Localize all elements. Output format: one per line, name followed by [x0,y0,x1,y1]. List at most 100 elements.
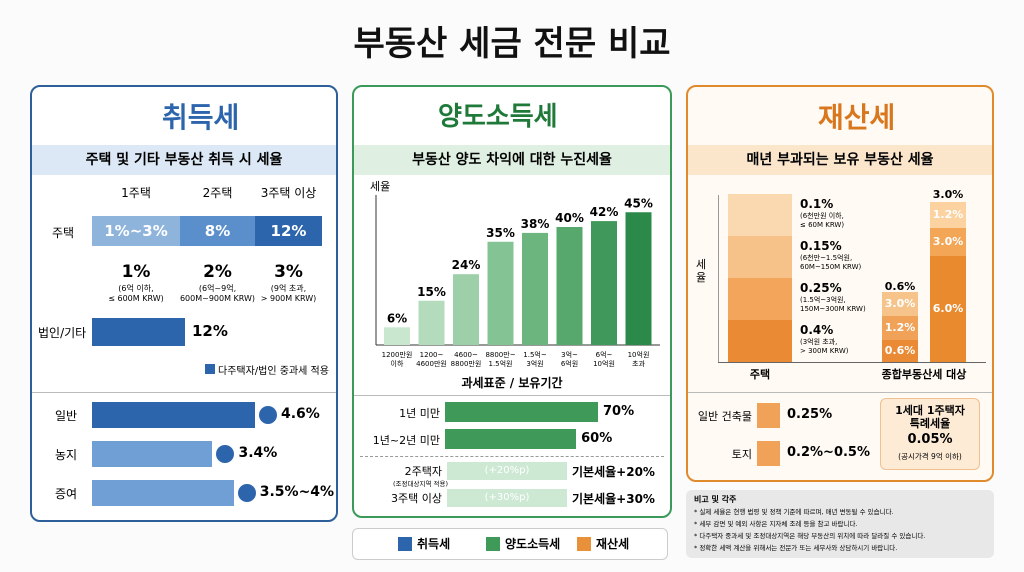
detail-note: (9억 초과, > 900M KRW) [260,284,317,303]
bar [591,221,617,345]
tier-note: (6천만원 이하, ≤ 60M KRW) [800,212,845,229]
note: * 정확한 세액 계산을 위해서는 전문가 또는 세무사와 상담하시기 바랍니다… [694,544,898,552]
x-tick-label: 1200만원 이하 [381,351,413,368]
value-label: 45% [624,196,653,210]
row-label: 1년~2년 미만 [372,434,440,447]
column-label: 2주택 [202,186,233,200]
x-axis-label: 과세표준 / 보유기간 [461,376,563,390]
subtitle: 매년 부과되는 보유 부동산 세율 [688,145,992,175]
y-axis-label: 세율 [370,180,390,193]
segment: 6.0% [930,256,966,362]
legend-swatch [205,364,215,374]
panel-title: 취득세 [162,101,240,134]
segment: 3.0% [882,292,918,316]
bar [384,327,410,345]
row-label: 일반 [55,409,78,423]
row-label: 1년 미만 [399,407,440,420]
bar [445,429,577,449]
bar [92,441,213,467]
y-axis [718,195,719,362]
bar [453,274,479,345]
note: * 실제 세율은 현행 법령 및 정책 기준에 따르며, 매년 변동될 수 있습… [694,508,894,516]
special-title: 1세대 1주택자 특례세율 [895,404,965,430]
legend-swatch [486,537,500,551]
subtitle: 부동산 양도 차익에 대한 누진세율 [354,145,670,175]
value-label: 60% [581,431,613,446]
detail-rate: 3% [274,262,303,282]
x-tick-label: 3억~ 6억원 [560,351,579,368]
icon [216,445,235,463]
value-label: 35% [486,226,515,240]
detail-note: (6억~9억, 600M~900M KRW) [179,284,256,303]
row-note: (조정대상지역 적용) [393,480,448,488]
bar [92,480,234,506]
x-tick-label: 4600~ 8800만원 [450,351,482,368]
value-label: 4.6% [281,406,320,422]
y-axis-label: 세율 [696,258,707,284]
divider [354,395,670,396]
panel-title: 양도소득세 [438,102,558,132]
icon [237,484,256,502]
subtitle: 주택 및 기타 부동산 취득 시 세율 [32,145,336,175]
legend-swatch [577,537,591,551]
note: * 세부 감면 및 예외 사항은 지자체 조례 등을 참고 바랍니다. [694,520,858,528]
row-label: 농지 [55,448,78,462]
special-note: (공시가격 9억 이하) [898,452,962,461]
tier [728,194,792,236]
x-tick-label: 1.5억~ 3억원 [523,351,547,368]
x-tick-label: 10억원 초과 [627,351,650,368]
divider [360,456,664,457]
bar [757,441,780,466]
tier-rate: 0.4% [800,323,834,337]
value-label: 70% [603,404,635,419]
tier-rate: 0.15% [800,239,842,253]
rate: 0.2%~0.5% [787,445,871,460]
bar [522,232,548,345]
rate: 기본세율+30% [572,492,655,506]
icon [259,406,277,424]
bar [625,212,652,345]
badge: (+20%p) [447,462,567,480]
cell: 8% [180,216,255,246]
stack-top-label: 3.0% [932,188,964,201]
legend-text: 재산세 [596,537,630,551]
panel-title: 재산세 [818,101,896,134]
rate: 기본세율+20% [572,465,655,479]
column-label: 1주택 [121,186,151,200]
segment: 1.2% [930,202,966,228]
stack-top-label: 0.6% [884,280,916,293]
badge: (+30%p) [447,489,567,507]
divider [32,392,336,393]
row-label: 토지 [731,448,752,461]
legend-text: 취득세 [417,537,451,551]
bar [487,241,514,345]
tier-note: (3억원 초과, > 300M KRW) [800,338,849,355]
notes-box: 비고 및 각주 * 실제 세율은 현행 법령 및 정책 기준에 따르며, 매년 변… [686,490,994,558]
note: * 다주택자 중과세 및 조정대상지역은 해당 부동산의 위치에 따라 달라질 … [694,532,926,540]
bar [445,402,598,422]
x-tick-label: 주택 [749,368,771,381]
tier-note: (6천만~1.5억원, 60M~150M KRW) [800,254,862,271]
value-label: 42% [590,205,619,219]
special-box: 1세대 1주택자 특례세율 0.05% (공시가격 9억 이하) [880,398,980,470]
row-label: 3주택 이상 [391,492,442,505]
row-label: 증여 [55,487,78,501]
row-label: 주택 [52,226,75,240]
cell: 12% [255,216,322,246]
legend-swatch [398,537,412,551]
x-tick-label: 종합부동산세 대상 [881,368,967,381]
legend-text: 양도소득세 [505,537,561,551]
x-tick-label: 6억~ 10억원 [593,351,615,368]
value-label: 6% [387,311,407,325]
tier [728,278,792,320]
detail-rate: 1% [121,262,151,282]
bar [92,402,255,428]
value-label: 24% [452,258,481,272]
detail-note: (6억 이하, ≤ 600M KRW) [108,284,164,303]
value-label: 38% [521,217,550,231]
x-tick-label: 8800만~ 1.5억원 [485,351,516,368]
row-label: 일반 건축물 [697,410,752,423]
segment: 3.0% [930,228,966,256]
